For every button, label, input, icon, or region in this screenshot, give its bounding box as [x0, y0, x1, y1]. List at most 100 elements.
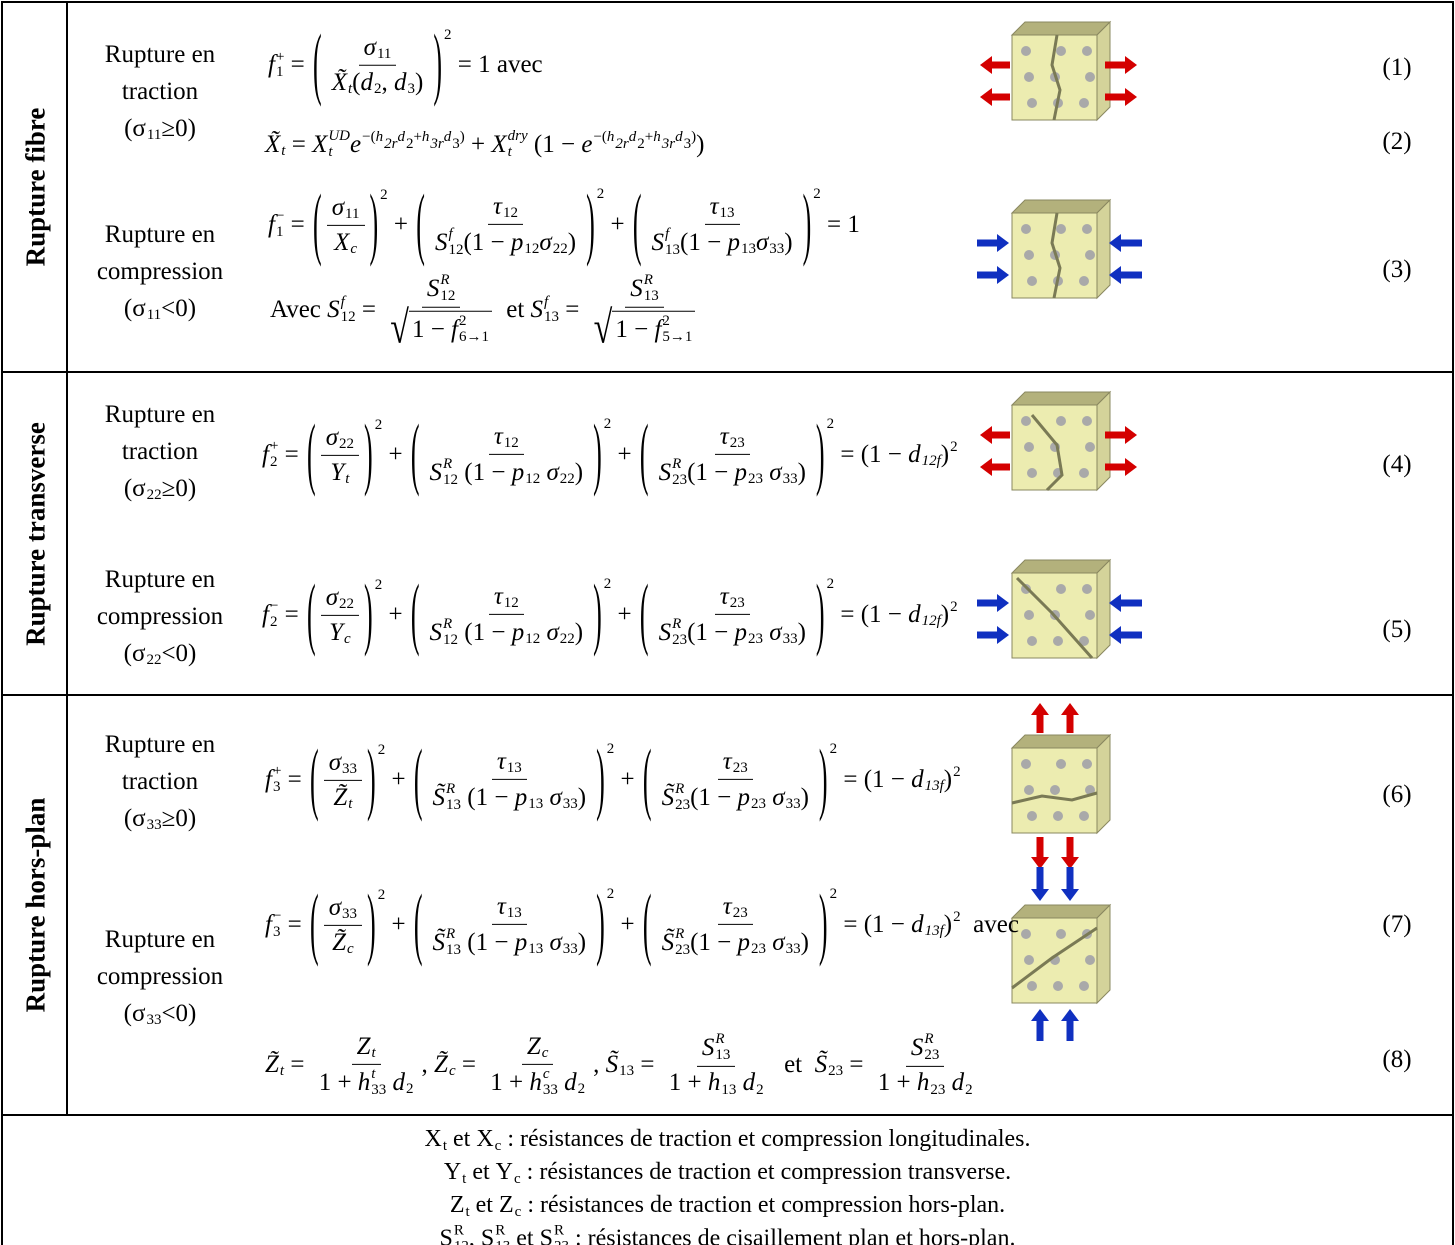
- denominator: X̃ t(d 2, d 3): [327, 66, 429, 98]
- denominator: S̃ R 23 (1 − p 23 σ 33): [657, 780, 814, 814]
- math-text: 3: [683, 136, 692, 153]
- math-group: τ 23: [720, 422, 745, 452]
- math-text: ): [940, 441, 950, 468]
- math-group: τ 23: [723, 747, 748, 777]
- scripted: d 12f: [908, 600, 941, 630]
- section-title: Rupture hors-plan: [20, 797, 51, 1013]
- superscript: R: [440, 272, 455, 289]
- parenthesis: (τ 12 S R 12 (1 − p 12 σ 22)) 2: [409, 569, 611, 659]
- scripts: 13: [741, 228, 756, 258]
- math-text: 23: [732, 759, 748, 776]
- math-group: τ 13: [497, 892, 522, 922]
- math-text: 11: [376, 45, 392, 62]
- subscript: 2r: [615, 136, 628, 153]
- superscript: c: [543, 1066, 558, 1083]
- exponent: 2: [829, 885, 838, 902]
- superscript: [374, 68, 382, 82]
- fiber-dot: [1027, 468, 1037, 478]
- math-text: ): [800, 783, 809, 811]
- parenthesis: (τ 23 S R 23 (1 − p 23 σ 33)) 2: [638, 569, 834, 659]
- math-group: (σ 22 <0): [124, 639, 197, 669]
- scripts: 2: [578, 1068, 586, 1098]
- math-group: √ 1 − f 2 5→1: [594, 303, 696, 353]
- scripts: 33: [769, 228, 784, 258]
- crack: [1015, 576, 1094, 659]
- subscript: t: [348, 81, 352, 98]
- math-text: +: [413, 129, 422, 146]
- superscript: 2: [953, 909, 961, 926]
- math-text: σ: [546, 458, 559, 486]
- math-text: f: [262, 601, 269, 628]
- math-text: σ: [325, 423, 339, 451]
- paren-right: ): [364, 408, 373, 499]
- subscript: t: [462, 1171, 466, 1188]
- math-text: c: [346, 940, 354, 957]
- math-text: p: [737, 928, 751, 956]
- math-text: 13: [715, 1046, 731, 1063]
- subscript: 12: [440, 288, 455, 305]
- math-group: S R 12 (1 − p 12 σ 22): [430, 616, 584, 649]
- cube-top: [1010, 904, 1112, 919]
- scripts: 23: [733, 892, 748, 922]
- math-text: p: [734, 618, 748, 646]
- math-group: (σ 11 <0): [124, 294, 196, 324]
- math-text: 3r: [661, 136, 676, 153]
- paren-right: ): [818, 878, 828, 969]
- force-arrowhead: [997, 594, 1009, 612]
- superscript: −: [273, 908, 281, 925]
- subscript: 2: [406, 136, 414, 153]
- math-text: ): [943, 766, 953, 793]
- numerator: σ 22: [320, 583, 360, 616]
- scripted: 11: [146, 114, 161, 144]
- equation-number: (7): [1382, 911, 1412, 938]
- fiber-dot: [1053, 981, 1063, 991]
- math-text: ): [797, 458, 806, 486]
- math-text: Rupture en: [104, 221, 216, 248]
- math-text: ≥0): [161, 115, 196, 142]
- exponent: 2: [606, 740, 615, 757]
- math-text: S̃: [432, 783, 446, 811]
- paren-left: (: [413, 733, 423, 824]
- math-text: ): [574, 618, 584, 646]
- math-group: S̃ R 23 (1 − p 23 σ 33): [662, 780, 809, 814]
- subscript: 13: [619, 1063, 635, 1080]
- math-group: S̃ R 13 (1 − p 13 σ 33): [432, 781, 587, 814]
- fraction: S R 13 √ 1 − f 2 5→1: [589, 272, 701, 353]
- math-text: 13: [619, 1063, 635, 1080]
- subscript: 3: [452, 136, 460, 153]
- superscript: [741, 228, 756, 242]
- superscript: [495, 1125, 502, 1139]
- math-group: σ 33 Z̃ c: [321, 893, 365, 958]
- math-text: ): [696, 131, 705, 158]
- math-text: t: [279, 1063, 285, 1080]
- denominator: S̃ R 13 (1 − p 13 σ 33): [428, 925, 592, 959]
- fraction: S R 12 √ 1 − f 2 6→1: [385, 272, 497, 353]
- fraction: τ 13 S̃ R 13 (1 − p 13 σ 33): [428, 747, 592, 813]
- superscript: [342, 748, 357, 762]
- fiber-dot: [1085, 955, 1095, 965]
- math-text: Y: [443, 1159, 462, 1186]
- math-text: : résistances de traction et compression…: [501, 1126, 1031, 1153]
- math-text: 1: [275, 64, 284, 80]
- superscript: [507, 892, 522, 906]
- superscript: [345, 193, 359, 207]
- math-text: R: [672, 455, 682, 472]
- math-text: R: [675, 780, 685, 797]
- fraction: σ 33 Z̃ c: [323, 893, 363, 958]
- scripts: 11: [147, 294, 161, 324]
- math-text: 13: [528, 940, 544, 957]
- math-text: σ: [772, 783, 785, 811]
- scripts: 2 6→1: [459, 313, 489, 346]
- superscript: R: [454, 1222, 469, 1239]
- math-text: 12: [443, 631, 458, 648]
- paren-left: (: [642, 733, 652, 824]
- math-text: +: [382, 601, 409, 628]
- math-text: traction: [121, 438, 199, 465]
